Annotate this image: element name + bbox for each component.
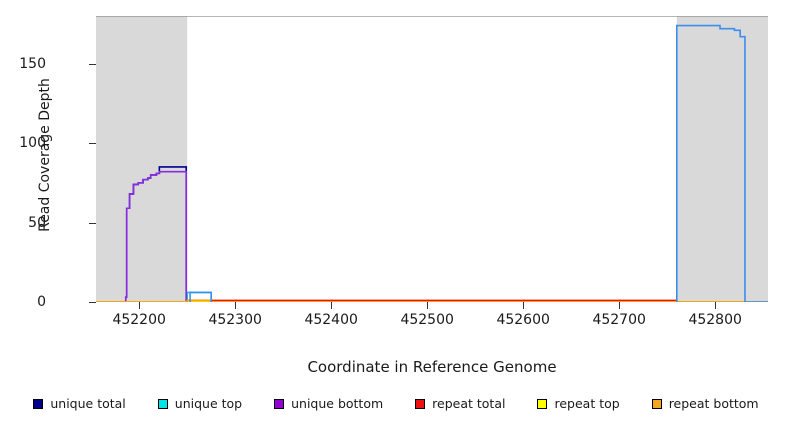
legend-swatch-icon — [415, 398, 426, 409]
legend-swatch-icon — [157, 398, 168, 409]
legend-label: unique total — [50, 396, 126, 411]
chart-legend: unique total unique top unique bottom repea… — [0, 396, 792, 411]
x-tick-label: 452500 — [400, 312, 454, 328]
x-tick-label: 452700 — [592, 312, 646, 328]
y-axis-title: Read Coverage Depth — [37, 78, 53, 232]
x-tick-mark — [619, 302, 621, 309]
x-tick-mark — [331, 302, 333, 309]
series-unique-total — [96, 166, 768, 302]
y-tick-label: 150 — [19, 55, 46, 72]
y-tick-label: 100 — [19, 135, 46, 152]
y-tick-mark — [89, 222, 96, 224]
x-tick-label: 452300 — [208, 312, 262, 328]
legend-unique-bottom[interactable]: unique bottom — [274, 396, 383, 411]
series-unique-bottom — [96, 170, 768, 302]
legend-label: repeat bottom — [668, 396, 759, 411]
x-tick-label: 452200 — [112, 312, 166, 328]
legend-repeat-bottom[interactable]: repeat bottom — [651, 396, 759, 411]
y-tick-label: 0 — [37, 294, 46, 310]
repeat-region-right — [676, 16, 768, 302]
x-tick-label: 452600 — [496, 312, 550, 328]
y-tick-mark — [89, 63, 96, 65]
legend-repeat-top[interactable]: repeat top — [537, 396, 620, 411]
series-coverage-right-peak — [675, 24, 768, 302]
x-tick-label: 452800 — [688, 312, 742, 328]
plot-area — [96, 16, 768, 302]
legend-repeat-total[interactable]: repeat total — [415, 396, 505, 411]
legend-swatch-icon — [33, 398, 44, 409]
legend-unique-total[interactable]: unique total — [33, 396, 126, 411]
legend-unique-top[interactable]: unique top — [157, 396, 243, 411]
legend-swatch-icon — [651, 398, 662, 409]
series-repeat-total — [96, 299, 768, 302]
repeat-region-left — [96, 16, 188, 302]
x-tick-mark — [427, 302, 429, 309]
legend-swatch-icon — [537, 398, 548, 409]
legend-swatch-icon — [274, 398, 285, 409]
y-tick-mark — [89, 302, 96, 303]
plot-svg — [96, 16, 768, 302]
x-tick-label: 452400 — [304, 312, 358, 328]
y-tick-label: 50 — [28, 214, 46, 231]
series-repeat-bottom — [96, 299, 768, 302]
y-tick-mark — [89, 143, 96, 145]
x-tick-mark — [139, 302, 141, 309]
x-tick-mark — [523, 302, 525, 309]
series-coverage-small-bump — [189, 291, 212, 302]
x-tick-mark — [715, 302, 717, 309]
legend-label: unique top — [174, 396, 243, 411]
legend-label: repeat top — [554, 396, 620, 411]
x-tick-mark — [235, 302, 237, 309]
x-axis-title: Coordinate in Reference Genome — [307, 358, 557, 376]
legend-label: repeat total — [432, 396, 506, 411]
legend-label: unique bottom — [291, 396, 384, 411]
